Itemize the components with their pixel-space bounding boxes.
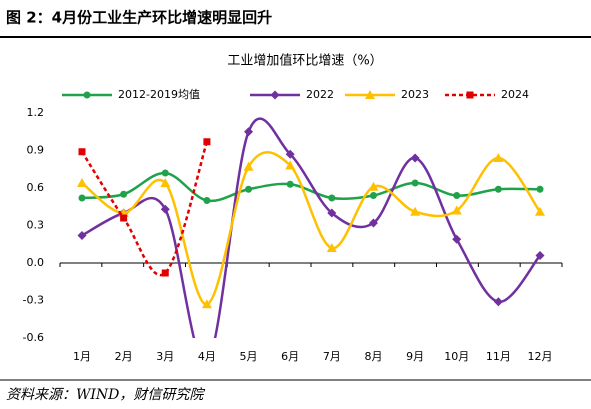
y-tick-label: -0.6: [23, 331, 44, 344]
marker: [536, 185, 544, 193]
marker: [369, 192, 377, 199]
x-tick-label: 1月: [73, 350, 91, 363]
marker: [368, 218, 378, 228]
legend-label: 2024: [501, 88, 529, 101]
x-tick-label: 12月: [528, 350, 553, 363]
marker: [535, 206, 545, 216]
marker: [327, 208, 337, 218]
legend-label: 2023: [401, 88, 429, 101]
series-line: [81, 151, 542, 306]
series-line: [81, 117, 541, 338]
marker: [451, 205, 462, 215]
marker: [78, 194, 86, 202]
marker: [493, 153, 504, 162]
marker: [328, 194, 336, 202]
marker: [244, 127, 254, 137]
x-tick-label: 10月: [444, 350, 469, 363]
y-tick-label: 0.3: [27, 219, 45, 232]
marker: [326, 243, 337, 252]
marker: [243, 161, 254, 171]
series-line: [81, 171, 541, 203]
legend-label: 2022: [306, 88, 334, 101]
x-tick-label: 11月: [486, 350, 511, 363]
marker: [410, 153, 420, 163]
marker: [466, 91, 474, 99]
marker: [161, 169, 169, 177]
chart-title: 工业增加值环比增速（%）: [227, 53, 382, 69]
legend-label: 2012-2019均值: [118, 88, 200, 101]
marker: [161, 269, 169, 277]
marker: [365, 90, 375, 99]
marker: [285, 149, 295, 159]
x-tick-label: 7月: [323, 350, 341, 363]
y-tick-label: -0.3: [23, 294, 44, 307]
marker: [493, 297, 503, 307]
y-tick-label: 0.6: [27, 181, 45, 194]
x-tick-label: 8月: [364, 350, 382, 363]
marker: [83, 91, 91, 99]
marker: [411, 179, 419, 187]
marker: [285, 160, 296, 170]
y-tick-label: 0.0: [27, 256, 45, 269]
marker: [203, 138, 211, 146]
x-tick-label: 4月: [198, 350, 216, 363]
marker: [77, 231, 87, 240]
marker: [453, 192, 461, 199]
marker: [452, 234, 462, 244]
marker: [77, 178, 87, 187]
x-tick-label: 3月: [156, 350, 174, 363]
marker: [203, 197, 211, 204]
x-tick-label: 6月: [281, 350, 299, 363]
plot-area: [77, 117, 545, 338]
marker: [410, 206, 421, 216]
x-tick-label: 9月: [406, 350, 424, 363]
y-tick-label: 0.9: [27, 144, 45, 157]
marker: [535, 251, 545, 260]
marker: [120, 190, 128, 198]
marker: [201, 299, 212, 309]
marker: [368, 181, 379, 191]
marker: [160, 204, 170, 214]
marker: [160, 178, 171, 187]
x-tick-label: 5月: [240, 350, 258, 363]
marker: [270, 90, 280, 100]
figure-title: 图 2：4月份工业生产环比增速明显回升: [6, 9, 272, 27]
source: 资料来源：WIND，财信研究院: [6, 387, 205, 403]
marker: [245, 185, 253, 193]
x-tick-label: 2月: [115, 350, 133, 363]
y-tick-label: 1.2: [27, 106, 45, 119]
series-line: [80, 141, 209, 277]
marker: [78, 148, 86, 156]
marker: [286, 180, 294, 188]
marker: [494, 185, 502, 193]
marker: [120, 214, 128, 222]
